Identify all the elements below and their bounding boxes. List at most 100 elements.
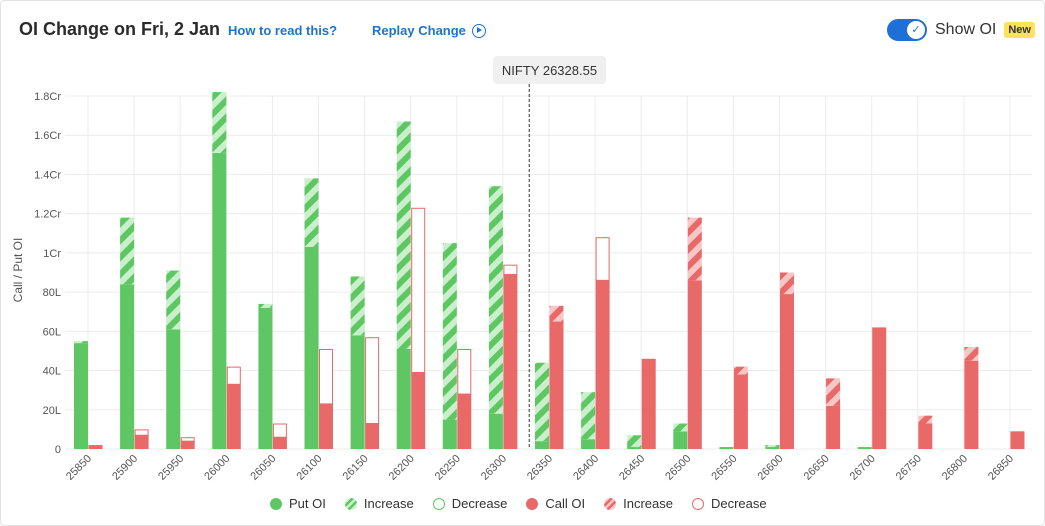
- legend-label: Put OI: [289, 496, 326, 511]
- call-decrease-bar: [503, 264, 518, 275]
- call-oi-bar: [319, 403, 333, 449]
- y-tick-label: 1.8Cr: [34, 91, 61, 103]
- put-oi-bar: [627, 447, 642, 449]
- put-increase-bar: [581, 392, 596, 440]
- legend-label: Increase: [623, 496, 673, 511]
- play-icon: [471, 23, 486, 38]
- put-decrease-swatch: [432, 497, 445, 510]
- legend-put-increase[interactable]: Increase: [344, 496, 414, 511]
- put-oi-bar: [442, 419, 457, 449]
- call-oi-bar: [872, 327, 887, 449]
- put-increase-bar: [535, 362, 549, 442]
- put-oi-swatch: [270, 497, 282, 510]
- call-decrease-swatch: [691, 497, 704, 510]
- put-increase-bar: [350, 276, 365, 336]
- call-decrease-bar: [226, 366, 241, 385]
- call-oi-bar: [88, 445, 103, 449]
- x-tick-label: 26450: [617, 453, 647, 483]
- put-increase-bar: [442, 243, 457, 420]
- put-oi-bar: [212, 152, 227, 449]
- x-tick-label: 26050: [248, 453, 278, 483]
- call-oi-bar: [687, 280, 702, 449]
- put-oi-bar: [350, 335, 365, 449]
- call-oi-bar: [272, 437, 287, 449]
- call-oi-bar: [595, 280, 610, 449]
- legend-call-decrease[interactable]: Decrease: [691, 496, 767, 511]
- call-increase-bar: [687, 217, 702, 281]
- chart-legend: Put OI Increase Decrease Call OI Increas…: [270, 496, 786, 511]
- put-increase-bar: [396, 121, 411, 349]
- call-oi-bar: [641, 358, 656, 449]
- put-oi-bar: [719, 447, 734, 449]
- check-icon: ✓: [907, 21, 925, 39]
- put-oi-bar: [258, 307, 273, 449]
- call-increase-swatch: [604, 497, 617, 510]
- put-oi-bar: [74, 343, 88, 449]
- y-tick-label: 1.2Cr: [34, 209, 61, 221]
- call-oi-bar: [457, 394, 472, 449]
- x-tick-label: 26600: [756, 453, 786, 483]
- replay-change-button[interactable]: Replay Change: [372, 23, 486, 38]
- put-increase-bar: [673, 423, 688, 432]
- x-tick-label: 26700: [848, 453, 878, 483]
- call-decrease-bar: [457, 348, 472, 395]
- page-title: OI Change on Fri, 2 Jan: [19, 19, 221, 39]
- show-oi-toggle[interactable]: ✓: [887, 19, 927, 41]
- put-increase-bar: [765, 445, 780, 448]
- put-oi-bar: [396, 348, 411, 449]
- y-tick-label: 0: [55, 444, 61, 456]
- call-decrease-bar: [180, 437, 195, 442]
- call-decrease-bar: [272, 423, 287, 438]
- put-increase-bar: [258, 303, 273, 308]
- show-oi-label: Show OI: [935, 21, 997, 38]
- call-oi-bar: [365, 423, 380, 449]
- put-increase-bar: [304, 178, 319, 248]
- put-oi-bar: [857, 447, 872, 449]
- put-increase-bar: [212, 92, 227, 153]
- call-oi-bar: [134, 435, 149, 449]
- call-decrease-bar: [134, 429, 149, 436]
- how-to-read-link[interactable]: How to read this?: [228, 23, 338, 38]
- x-tick-label: 26650: [802, 453, 832, 483]
- x-tick-label: 25950: [156, 453, 186, 483]
- x-tick-label: 25850: [64, 453, 94, 483]
- call-oi-bar: [918, 423, 933, 449]
- call-increase-bar: [918, 415, 933, 424]
- y-tick-label: 20L: [43, 405, 61, 417]
- legend-call-increase[interactable]: Increase: [604, 496, 673, 511]
- oi-chart: 0 20L 40L 60L 80L 1Cr 1.2Cr 1.4Cr 1.6Cr 1.8Cr 2585…: [11, 84, 1032, 483]
- y-tick-label: 1Cr: [43, 248, 61, 260]
- legend-put-decrease[interactable]: Decrease: [432, 496, 508, 511]
- x-tick-label: 26200: [387, 453, 417, 483]
- y-tick-label: 1.6Cr: [34, 130, 61, 142]
- x-tick-label: 26150: [341, 453, 371, 483]
- put-oi-bar: [304, 247, 319, 449]
- put-oi-bar: [673, 431, 688, 449]
- legend-label: Decrease: [451, 496, 508, 511]
- call-oi-bar: [180, 441, 195, 449]
- legend-call-oi[interactable]: Call OI: [526, 496, 585, 511]
- new-badge: New: [1004, 22, 1035, 38]
- put-increase-swatch: [344, 497, 357, 510]
- call-oi-swatch: [526, 497, 539, 510]
- call-oi-bar: [226, 384, 241, 449]
- put-oi-bar: [535, 441, 549, 449]
- x-tick-label: 26000: [202, 453, 232, 483]
- legend-label: Decrease: [710, 496, 767, 511]
- put-oi-bar: [488, 413, 503, 449]
- legend-label: Increase: [363, 496, 414, 511]
- legend-put-oi[interactable]: Put OI: [270, 496, 326, 511]
- x-tick-label: 26350: [525, 453, 555, 483]
- legend-label: Call OI: [545, 496, 586, 511]
- y-axis-label: Call / Put OI: [11, 238, 25, 303]
- put-oi-bar: [120, 284, 135, 449]
- call-oi-bar: [411, 372, 426, 449]
- call-oi-bar: [964, 360, 979, 449]
- call-increase-bar: [733, 366, 748, 375]
- call-decrease-bar: [411, 207, 426, 374]
- replay-change-label: Replay Change: [372, 23, 466, 38]
- x-tick-label: 26850: [986, 453, 1016, 483]
- x-tick-label: 26800: [940, 453, 970, 483]
- y-tick-label: 80L: [43, 287, 61, 299]
- call-oi-bar: [826, 405, 841, 449]
